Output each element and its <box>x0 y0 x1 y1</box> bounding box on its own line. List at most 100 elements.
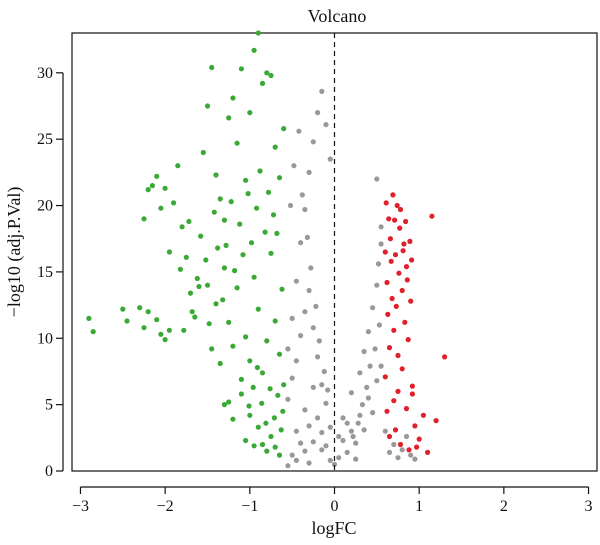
data-point <box>211 209 217 215</box>
data-point <box>336 455 342 461</box>
data-point <box>245 191 251 197</box>
data-point <box>289 452 295 458</box>
data-point <box>348 390 354 396</box>
data-point <box>302 448 308 454</box>
data-point <box>203 257 209 263</box>
data-point <box>285 463 291 469</box>
data-point <box>177 266 183 272</box>
x-tick-label: −2 <box>157 498 174 515</box>
data-point <box>264 70 270 76</box>
data-point <box>299 192 305 198</box>
data-point <box>278 427 284 433</box>
data-point <box>259 370 266 376</box>
data-point <box>213 301 219 307</box>
data-point <box>374 378 380 384</box>
data-point <box>230 95 236 101</box>
data-point <box>230 343 236 349</box>
data-point <box>378 241 384 247</box>
data-point <box>247 110 253 116</box>
data-point <box>149 183 155 189</box>
data-point <box>387 236 393 242</box>
data-point <box>321 368 327 375</box>
data-point <box>319 429 325 436</box>
y-axis: 0 5 10 15 20 25 30 <box>37 65 64 480</box>
data-point <box>175 163 181 169</box>
data-point <box>250 384 256 390</box>
data-point <box>383 200 389 206</box>
data-point <box>408 452 414 458</box>
data-point <box>285 396 291 402</box>
data-point <box>386 345 393 351</box>
data-point <box>158 331 164 337</box>
data-point <box>375 261 382 267</box>
data-point <box>274 230 280 236</box>
data-point <box>263 420 269 426</box>
data-point <box>272 318 278 324</box>
data-point <box>196 283 202 290</box>
data-point <box>401 241 407 247</box>
data-point <box>340 415 346 421</box>
data-point <box>223 242 229 248</box>
data-point <box>226 399 232 405</box>
data-point <box>370 410 376 416</box>
data-point <box>289 315 295 321</box>
data-point <box>376 322 382 328</box>
data-point <box>181 327 187 333</box>
data-point <box>141 325 147 331</box>
data-point <box>275 392 281 398</box>
y-tick-label: 10 <box>37 330 53 347</box>
data-point <box>251 443 257 449</box>
data-point <box>405 337 411 343</box>
data-point <box>124 318 130 324</box>
data-point <box>412 423 418 429</box>
data-point <box>272 444 278 450</box>
data-point <box>281 126 287 132</box>
data-point <box>386 216 392 222</box>
data-point <box>192 314 198 320</box>
chart-title: Volcano <box>308 6 367 26</box>
data-point <box>399 447 405 453</box>
y-tick-label: 15 <box>37 264 53 281</box>
data-point <box>243 437 249 444</box>
data-point <box>319 447 325 453</box>
data-point <box>397 206 404 213</box>
data-point <box>270 212 277 218</box>
data-point <box>154 317 160 323</box>
data-point <box>234 140 240 146</box>
data-point <box>323 122 329 128</box>
data-point <box>162 337 168 343</box>
data-point <box>319 382 325 388</box>
data-point <box>276 351 283 357</box>
data-point <box>403 406 410 412</box>
data-point <box>406 447 412 453</box>
data-point <box>409 391 415 397</box>
data-point <box>291 163 297 169</box>
data-point <box>137 305 143 311</box>
data-point <box>378 224 384 230</box>
data-point <box>340 437 346 444</box>
data-point <box>433 418 439 424</box>
data-point <box>391 441 397 448</box>
x-tick-label: 1 <box>415 498 423 515</box>
data-point <box>403 264 410 270</box>
data-point <box>331 461 338 467</box>
data-point <box>399 366 405 372</box>
data-point <box>414 444 420 450</box>
data-point <box>217 196 223 202</box>
data-point <box>389 295 395 302</box>
x-tick-label: 3 <box>585 498 593 515</box>
data-point <box>200 149 206 156</box>
data-point <box>392 217 398 223</box>
data-point <box>302 407 308 413</box>
data-point <box>327 156 333 162</box>
data-point <box>306 460 312 466</box>
data-point <box>264 338 270 344</box>
data-point <box>221 402 227 408</box>
data-point <box>221 265 227 271</box>
y-axis-label: −log10 (adj.P.Val) <box>4 187 25 318</box>
data-point <box>221 217 227 223</box>
data-point <box>386 433 393 440</box>
data-point <box>276 452 283 458</box>
data-point <box>281 382 287 388</box>
